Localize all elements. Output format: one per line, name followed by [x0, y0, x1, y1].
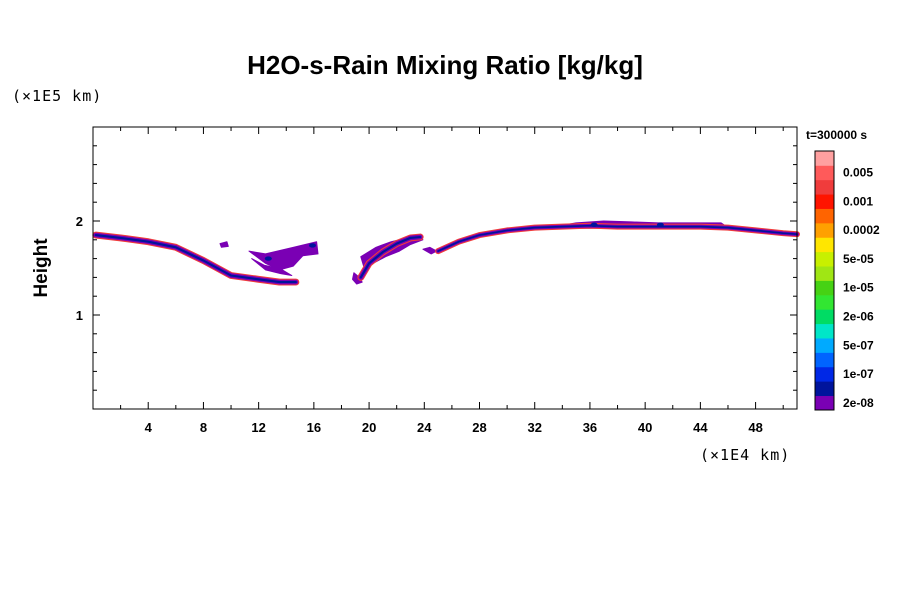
- rain-patch-3: [219, 241, 229, 248]
- colorbar-label: 1e-05: [843, 281, 874, 295]
- colorbar-swatch: [815, 151, 834, 166]
- rain-patch-2: [251, 258, 293, 276]
- time-label: t=300000 s: [806, 128, 867, 142]
- plot-frame: [92, 126, 798, 410]
- colorbar-swatch: [815, 237, 834, 253]
- colorbar-swatch: [815, 309, 834, 325]
- rain-core-1: [308, 243, 316, 248]
- y-tick-label: 1: [76, 308, 83, 323]
- rain-core-3: [590, 222, 598, 227]
- rain-band-1: [92, 231, 300, 286]
- colorbar-swatch: [815, 222, 834, 238]
- colorbar-label: 5e-05: [843, 252, 874, 266]
- colorbar-swatch: [815, 251, 834, 267]
- y-axis-label: Height: [31, 238, 52, 298]
- x-tick-label: 16: [307, 420, 321, 435]
- colorbar-swatch: [815, 366, 834, 382]
- colorbar-swatch: [815, 323, 834, 339]
- x-tick-label: 28: [472, 420, 486, 435]
- rain-band-3: [435, 222, 800, 255]
- y-axis-unit-label: (×1E5 km): [12, 87, 102, 105]
- colorbar-label: 5e-07: [843, 338, 874, 352]
- colorbar-swatch: [815, 395, 834, 411]
- colorbar-swatch: [815, 194, 834, 209]
- plot-area: [92, 220, 800, 286]
- x-axis-unit-label: (×1E4 km): [700, 446, 790, 464]
- colorbar-swatch: [815, 208, 834, 224]
- x-tick-label: 24: [417, 420, 432, 435]
- colorbar-label: 2e-06: [843, 310, 874, 324]
- rain-band-2: [357, 233, 424, 281]
- x-tick-label: 12: [251, 420, 265, 435]
- plot-border: [92, 126, 798, 410]
- colorbar-label: 0.0002: [843, 223, 880, 237]
- colorbar-label: 2e-08: [843, 396, 874, 410]
- x-tick-label: 44: [693, 420, 708, 435]
- colorbar-label: 1e-07: [843, 367, 874, 381]
- colorbar-swatch: [815, 352, 834, 368]
- colorbar-label: 0.001: [843, 194, 873, 208]
- colorbar-swatch: [815, 294, 834, 310]
- x-tick-label: 8: [200, 420, 207, 435]
- colorbar-swatch: [815, 280, 834, 296]
- x-tick-label: 36: [583, 420, 597, 435]
- colorbar-swatch: [815, 179, 834, 195]
- x-tick-label: 4: [145, 420, 153, 435]
- colorbar-swatch: [815, 338, 834, 353]
- x-tick-label: 20: [362, 420, 376, 435]
- colorbar-border: [814, 150, 835, 411]
- rain-core-4: [656, 222, 664, 227]
- colorbar-swatch: [815, 266, 834, 281]
- colorbar-swatch: [815, 381, 834, 397]
- x-tick-label: 40: [638, 420, 652, 435]
- x-tick-label: 48: [748, 420, 762, 435]
- chart-title: H2O-s-Rain Mixing Ratio [kg/kg]: [247, 50, 643, 80]
- rain-core-2: [264, 256, 272, 261]
- y-tick-label: 2: [76, 214, 83, 229]
- colorbar: 2e-08 1e-07 5e-07 2e-06 1e-05 5e-05 0.0002 0.00…: [814, 150, 880, 411]
- colorbar-label: 0.005: [843, 166, 873, 180]
- colorbar-swatch: [815, 165, 834, 181]
- rain-patch-1: [248, 241, 319, 271]
- rain-patch-6: [422, 246, 438, 255]
- x-tick-label: 32: [527, 420, 541, 435]
